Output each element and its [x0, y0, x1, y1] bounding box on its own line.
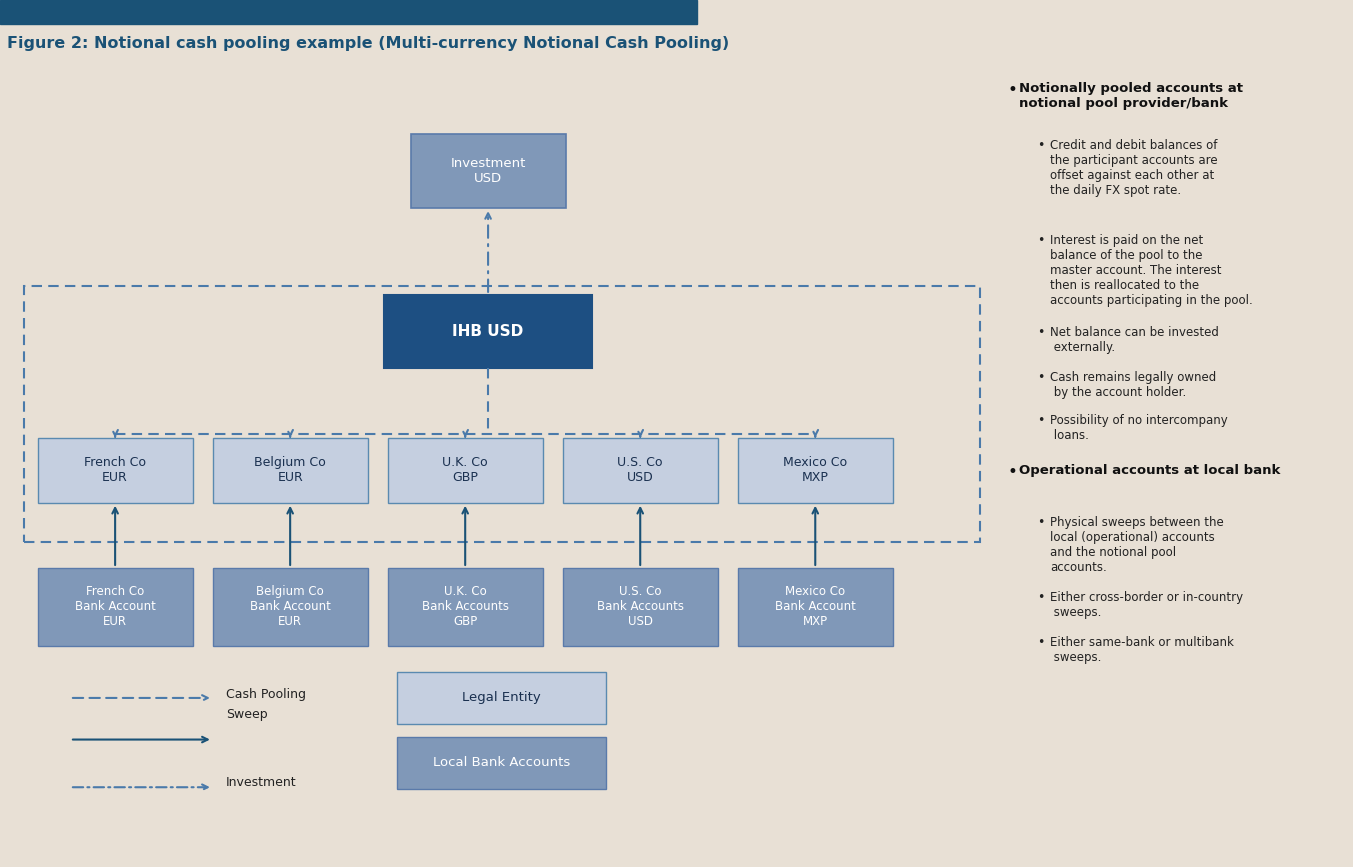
Text: French Co
Bank Account
EUR: French Co Bank Account EUR: [74, 585, 156, 629]
Text: •: •: [1007, 463, 1017, 481]
Text: U.S. Co
USD: U.S. Co USD: [617, 456, 663, 485]
Text: •: •: [1036, 414, 1045, 427]
Text: Cash remains legally owned
 by the account holder.: Cash remains legally owned by the accoun…: [1050, 371, 1216, 399]
Text: Investment
USD: Investment USD: [451, 157, 526, 186]
Text: Either cross-border or in-country
 sweeps.: Either cross-border or in-country sweeps…: [1050, 591, 1243, 619]
Text: Either same-bank or multibank
 sweeps.: Either same-bank or multibank sweeps.: [1050, 636, 1234, 663]
FancyBboxPatch shape: [411, 134, 566, 208]
FancyBboxPatch shape: [563, 438, 717, 503]
Text: U.K. Co
Bank Accounts
GBP: U.K. Co Bank Accounts GBP: [422, 585, 509, 629]
Text: Local Bank Accounts: Local Bank Accounts: [433, 757, 570, 769]
FancyBboxPatch shape: [212, 568, 368, 646]
Text: •: •: [1036, 234, 1045, 247]
Text: Operational accounts at local bank: Operational accounts at local bank: [1019, 464, 1281, 477]
Bar: [0, 0, 697, 24]
Text: Belgium Co
EUR: Belgium Co EUR: [254, 456, 326, 485]
FancyBboxPatch shape: [388, 438, 543, 503]
Text: U.S. Co
Bank Accounts
USD: U.S. Co Bank Accounts USD: [597, 585, 683, 629]
Text: •: •: [1007, 81, 1017, 100]
FancyBboxPatch shape: [384, 295, 593, 368]
Text: •: •: [1036, 139, 1045, 152]
Text: Mexico Co
Bank Account
MXP: Mexico Co Bank Account MXP: [775, 585, 855, 629]
FancyBboxPatch shape: [563, 568, 717, 646]
Text: •: •: [1036, 636, 1045, 649]
Text: •: •: [1036, 326, 1045, 339]
Text: Belgium Co
Bank Account
EUR: Belgium Co Bank Account EUR: [250, 585, 330, 629]
Text: Sweep: Sweep: [226, 708, 268, 721]
Text: Mexico Co
MXP: Mexico Co MXP: [783, 456, 847, 485]
Text: •: •: [1036, 591, 1045, 604]
Text: French Co
EUR: French Co EUR: [84, 456, 146, 485]
FancyBboxPatch shape: [398, 737, 606, 789]
FancyBboxPatch shape: [38, 438, 192, 503]
Text: Physical sweeps between the
local (operational) accounts
and the notional pool
a: Physical sweeps between the local (opera…: [1050, 516, 1224, 574]
Text: •: •: [1036, 371, 1045, 384]
Text: Interest is paid on the net
balance of the pool to the
master account. The inter: Interest is paid on the net balance of t…: [1050, 234, 1253, 307]
FancyBboxPatch shape: [38, 568, 192, 646]
Text: IHB USD: IHB USD: [452, 324, 524, 339]
Text: Cash Pooling: Cash Pooling: [226, 688, 306, 701]
Text: Net balance can be invested
 externally.: Net balance can be invested externally.: [1050, 326, 1219, 354]
Text: •: •: [1036, 516, 1045, 529]
FancyBboxPatch shape: [737, 568, 893, 646]
FancyBboxPatch shape: [398, 672, 606, 724]
Text: Figure 2: Notional cash pooling example (Multi-currency Notional Cash Pooling): Figure 2: Notional cash pooling example …: [7, 36, 729, 51]
Text: Legal Entity: Legal Entity: [463, 692, 541, 704]
Text: U.K. Co
GBP: U.K. Co GBP: [442, 456, 488, 485]
FancyBboxPatch shape: [388, 568, 543, 646]
FancyBboxPatch shape: [737, 438, 893, 503]
Text: Possibility of no intercompany
 loans.: Possibility of no intercompany loans.: [1050, 414, 1229, 442]
Text: Notionally pooled accounts at
notional pool provider/bank: Notionally pooled accounts at notional p…: [1019, 82, 1243, 110]
FancyBboxPatch shape: [212, 438, 368, 503]
Text: Investment: Investment: [226, 776, 296, 788]
Text: Credit and debit balances of
the participant accounts are
offset against each ot: Credit and debit balances of the partici…: [1050, 139, 1218, 197]
